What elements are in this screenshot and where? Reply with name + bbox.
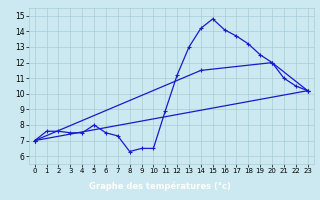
Text: Graphe des températures (°c): Graphe des températures (°c) [89, 181, 231, 191]
